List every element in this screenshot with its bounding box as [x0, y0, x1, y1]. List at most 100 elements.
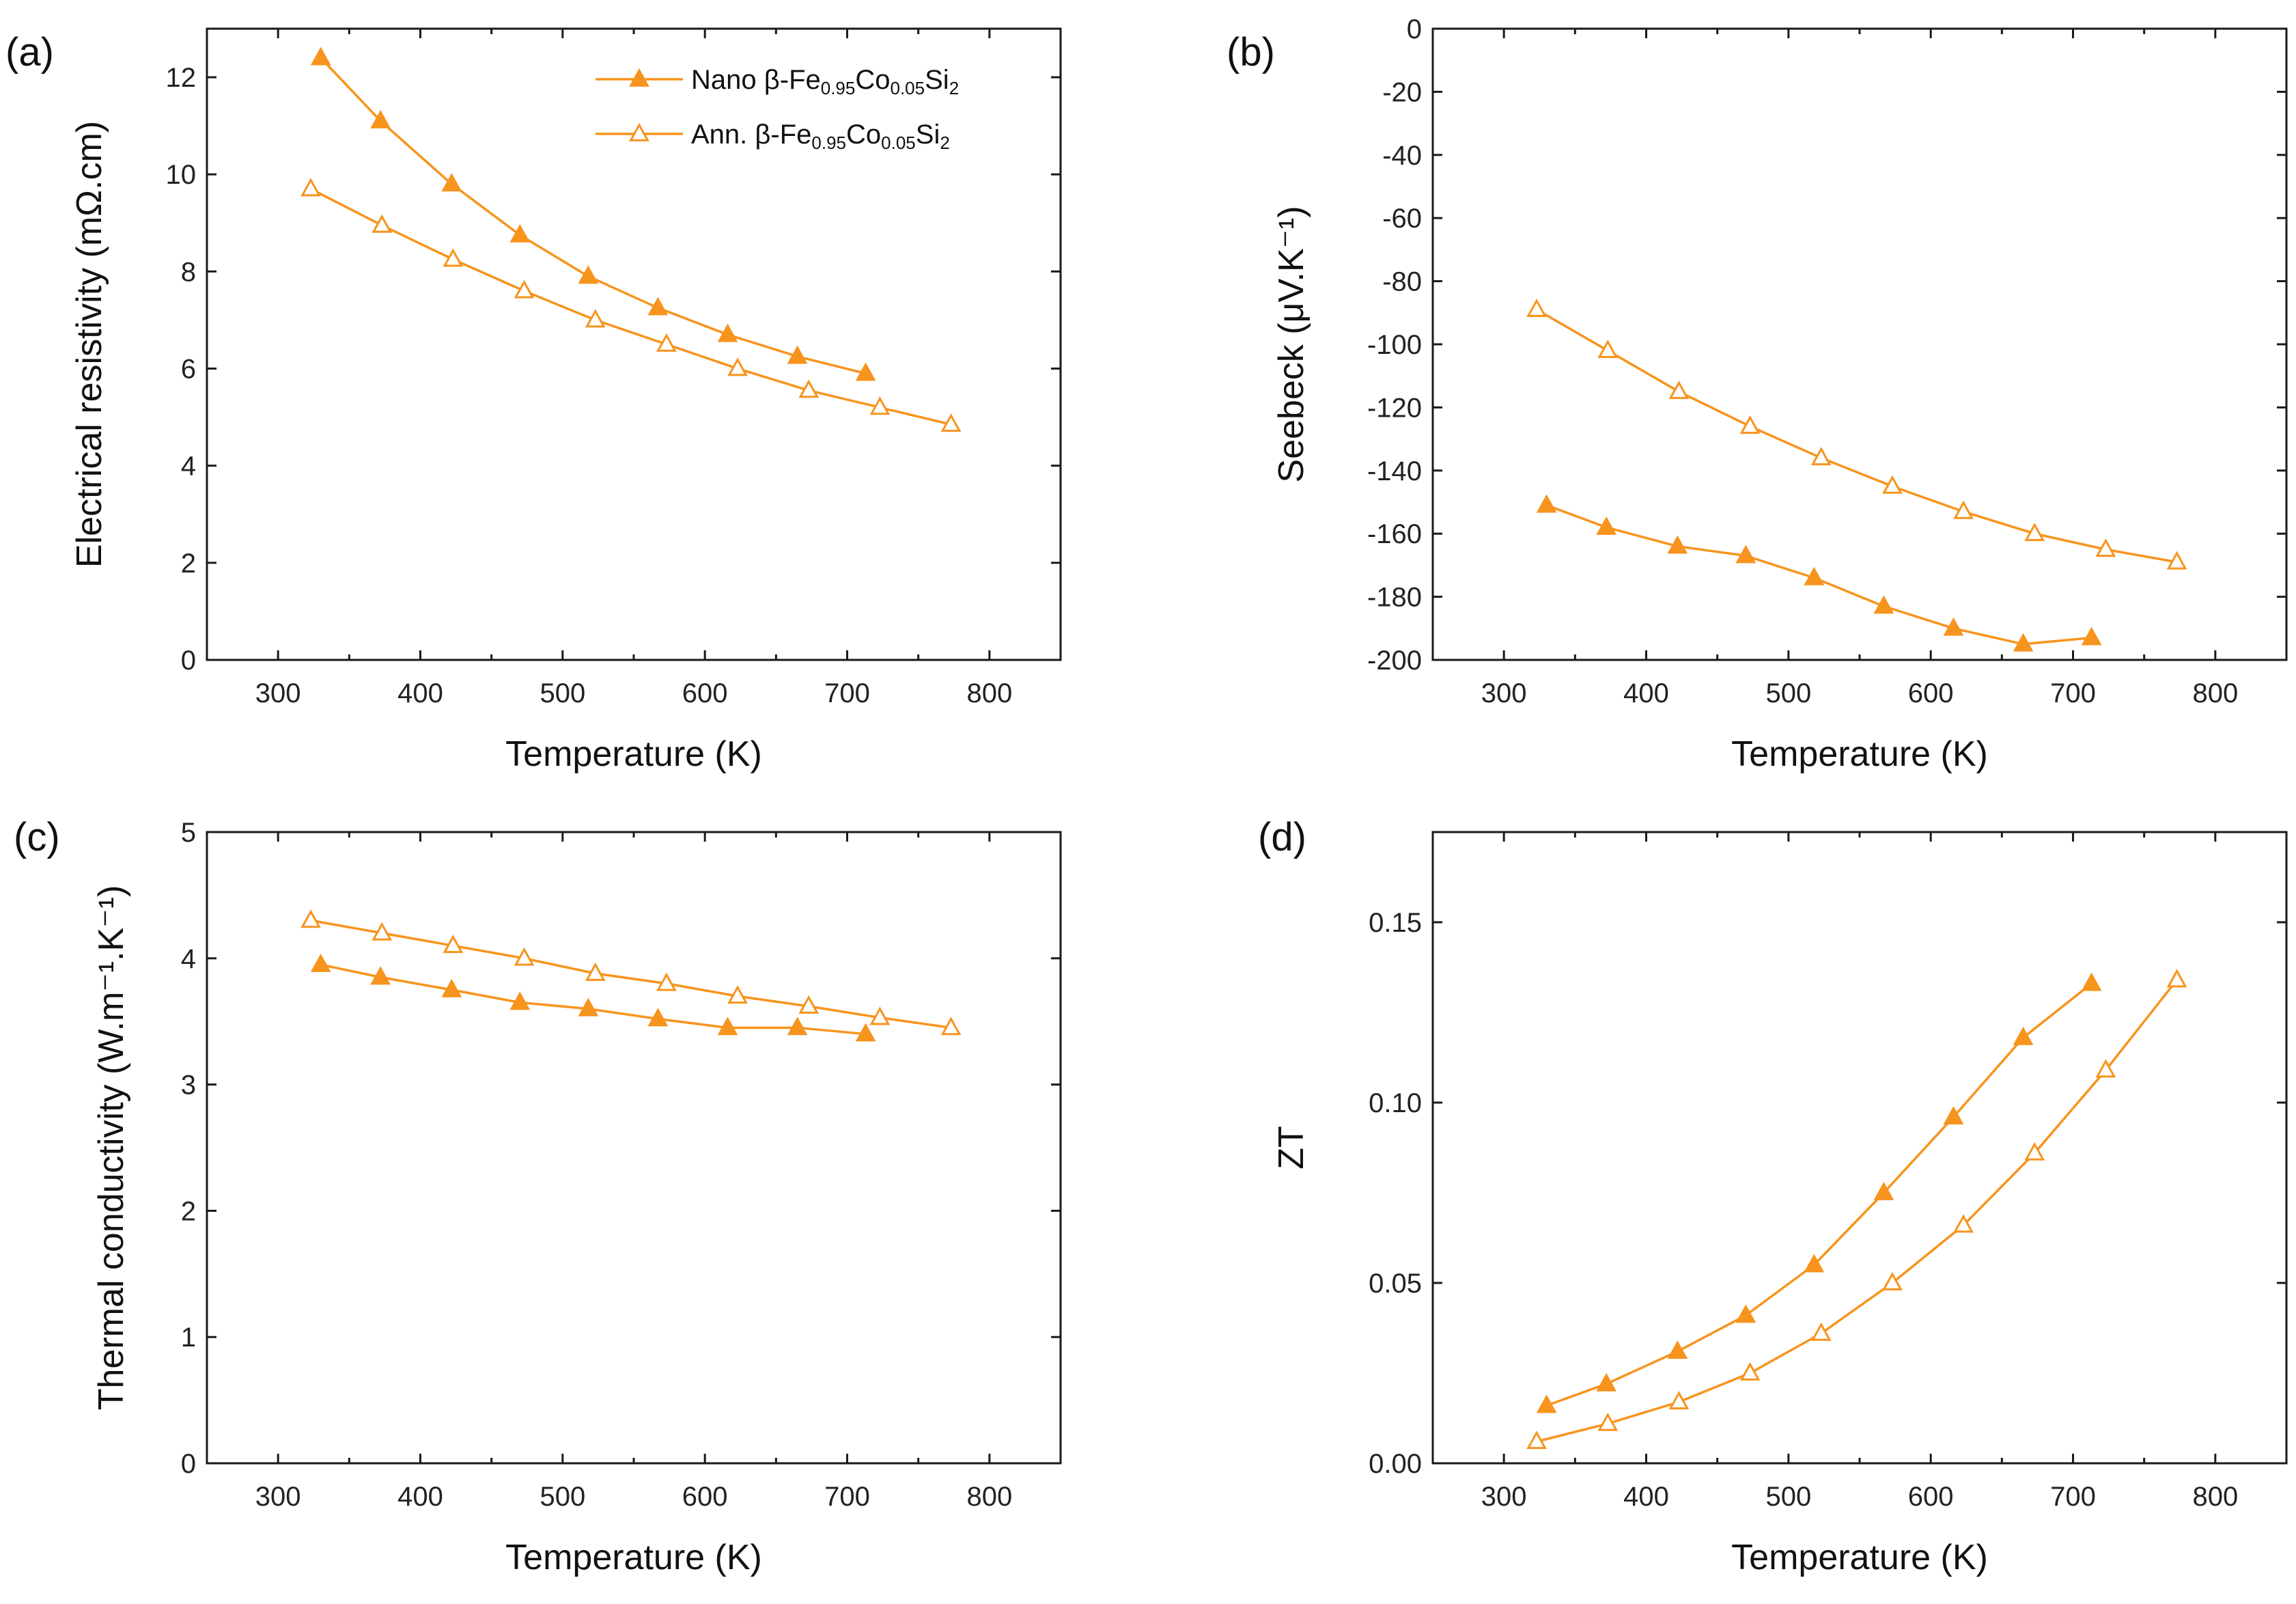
data-point-nano	[1873, 1181, 1894, 1200]
y-tick-label: 4	[181, 944, 196, 974]
data-point-nano	[647, 1008, 669, 1027]
data-point-ann	[2024, 523, 2045, 542]
data-point-nano	[310, 953, 331, 972]
y-tick-label: 6	[181, 355, 196, 385]
x-tick-label: 800	[2192, 1482, 2238, 1512]
x-tick-label: 700	[824, 1482, 870, 1512]
y-tick-label: 0	[181, 646, 196, 676]
plot-frame	[1431, 831, 2288, 1465]
legend-label-nano: Nano β-Fe0.95Co0.05Si2	[691, 65, 959, 98]
plot-frame	[206, 831, 1062, 1465]
data-point-nano	[1943, 1106, 1964, 1124]
legend-subscript: 0.95	[811, 133, 846, 153]
data-point-ann	[798, 995, 820, 1014]
data-point-nano	[855, 1023, 876, 1042]
data-point-ann	[1953, 500, 1974, 519]
data-point-ann	[585, 962, 606, 981]
x-tick-label: 800	[966, 678, 1012, 708]
data-point-ann	[1882, 1271, 1903, 1290]
data-point-nano	[441, 978, 462, 997]
legend-text-part: Co	[855, 65, 890, 95]
data-point-nano	[2013, 1026, 2034, 1045]
data-point-ann	[443, 248, 464, 267]
y-tick-label: 10	[166, 160, 197, 190]
data-point-ann	[2095, 1059, 2116, 1078]
data-point-ann	[1597, 1412, 1619, 1431]
legend-text-part: Si	[925, 65, 949, 95]
x-tick-label: 400	[1623, 1482, 1669, 1512]
data-point-ann	[2166, 969, 2187, 988]
y-tick-label: 0	[181, 1449, 196, 1479]
data-point-nano	[1596, 1372, 1617, 1392]
data-point-ann	[2024, 1142, 2045, 1161]
x-tick-label: 300	[1481, 1482, 1527, 1512]
y-tick-label: -120	[1367, 393, 1422, 423]
data-point-nano	[1873, 595, 1894, 614]
y-tick-label: 0	[1407, 14, 1422, 44]
y-tick-label: -200	[1367, 646, 1422, 676]
data-point-ann	[372, 214, 393, 233]
x-tick-label: 600	[1908, 1482, 1954, 1512]
data-point-ann	[514, 947, 535, 966]
x-tick-label: 500	[540, 678, 585, 708]
y-tick-label: 8	[181, 257, 196, 287]
data-point-ann	[1882, 475, 1903, 494]
data-point-ann	[443, 935, 464, 954]
data-point-nano	[2013, 633, 2034, 652]
data-point-ann	[656, 972, 677, 991]
x-tick-label: 500	[540, 1482, 585, 1512]
data-point-ann	[2095, 538, 2116, 557]
legend-text-part: Ann. β-Fe	[691, 120, 811, 150]
y-tick-label: -160	[1367, 519, 1422, 549]
x-tick-label: 300	[1481, 678, 1527, 708]
data-point-ann	[1668, 381, 1690, 400]
plot-frame	[1431, 27, 2288, 661]
legend-subscript: 0.95	[821, 78, 856, 98]
x-tick-label: 300	[255, 1482, 301, 1512]
data-point-nano	[717, 1017, 738, 1036]
x-tick-label: 600	[682, 678, 728, 708]
y-tick-label: 0.10	[1369, 1088, 1422, 1118]
panel-label: (c)	[14, 815, 60, 859]
data-point-ann	[2166, 551, 2187, 570]
data-point-nano	[1536, 494, 1557, 513]
series-line-nano	[1546, 982, 2092, 1407]
y-tick-label: 3	[181, 1070, 196, 1101]
x-tick-label: 600	[682, 1482, 728, 1512]
x-axis-label: Temperature (K)	[505, 1538, 762, 1577]
y-tick-label: -80	[1382, 267, 1422, 297]
legend-subscript: 0.05	[881, 133, 916, 153]
data-point-nano	[578, 997, 599, 1017]
series-line-ann	[310, 187, 951, 426]
data-point-nano	[787, 1017, 808, 1036]
y-axis-label: Seebeck (μV.K⁻¹)	[1272, 206, 1311, 482]
x-tick-label: 800	[966, 1482, 1012, 1512]
data-point-nano	[1735, 1304, 1756, 1323]
data-point-nano	[855, 362, 876, 381]
data-point-nano	[1735, 544, 1756, 564]
data-point-nano	[310, 46, 331, 66]
y-tick-label: 4	[181, 452, 196, 482]
x-tick-label: 300	[255, 678, 301, 708]
panel-label: (d)	[1258, 815, 1306, 859]
legend-text-part: Co	[846, 120, 881, 150]
data-point-nano	[1596, 516, 1617, 535]
y-tick-label: -180	[1367, 583, 1422, 613]
y-tick-label: -140	[1367, 456, 1422, 486]
legend-marker-ann	[629, 122, 649, 141]
x-tick-label: 600	[1908, 678, 1954, 708]
data-point-ann	[656, 333, 677, 352]
y-tick-label: 0.15	[1369, 908, 1422, 938]
data-point-ann	[727, 357, 748, 376]
y-tick-label: -60	[1382, 204, 1422, 234]
data-point-nano	[509, 223, 531, 243]
data-point-ann	[585, 309, 606, 328]
data-point-ann	[727, 985, 748, 1004]
panel-c: 300 400 500 600 700 800 0 1 2 3 4 5 Temperature (K) T…	[14, 815, 1062, 1577]
y-tick-label: 1	[181, 1323, 196, 1353]
y-tick-label: -20	[1382, 77, 1422, 107]
data-point-ann	[940, 1017, 962, 1036]
data-point-nano	[578, 265, 599, 284]
